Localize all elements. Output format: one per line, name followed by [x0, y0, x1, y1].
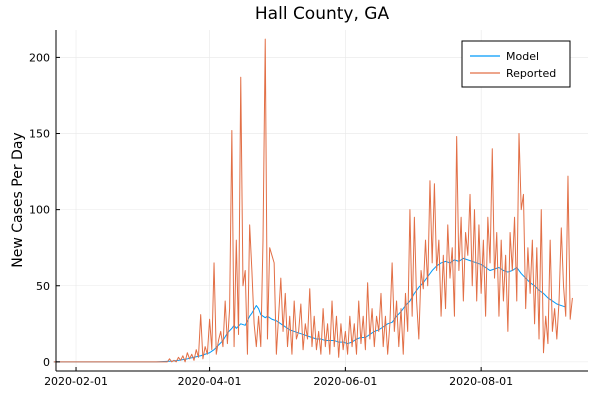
legend-box	[461, 40, 571, 88]
series-layer	[53, 38, 573, 363]
y-tick-label: 200	[29, 51, 50, 64]
legend-label-model: Model	[506, 50, 539, 63]
x-tick-label: 2020-06-01	[313, 375, 377, 388]
legend: Model Reported	[461, 40, 571, 88]
y-tick-label: 0	[43, 356, 50, 369]
y-axis-label: New Cases Per Day	[10, 132, 26, 267]
series-line-reported	[53, 38, 573, 363]
y-tick-label: 150	[29, 128, 50, 141]
legend-label-reported: Reported	[506, 67, 556, 80]
x-tick-label: 2020-08-01	[449, 375, 513, 388]
y-tick-label: 100	[29, 204, 50, 217]
y-tick-label: 50	[36, 280, 50, 293]
chart-title: Hall County, GA	[255, 4, 390, 24]
series-line-model	[53, 257, 566, 363]
x-tick-label: 2020-04-01	[178, 375, 242, 388]
axes: 2020-02-01 2020-04-01 2020-06-01 2020-08-01…	[29, 30, 588, 388]
x-tick-label: 2020-02-01	[44, 375, 108, 388]
